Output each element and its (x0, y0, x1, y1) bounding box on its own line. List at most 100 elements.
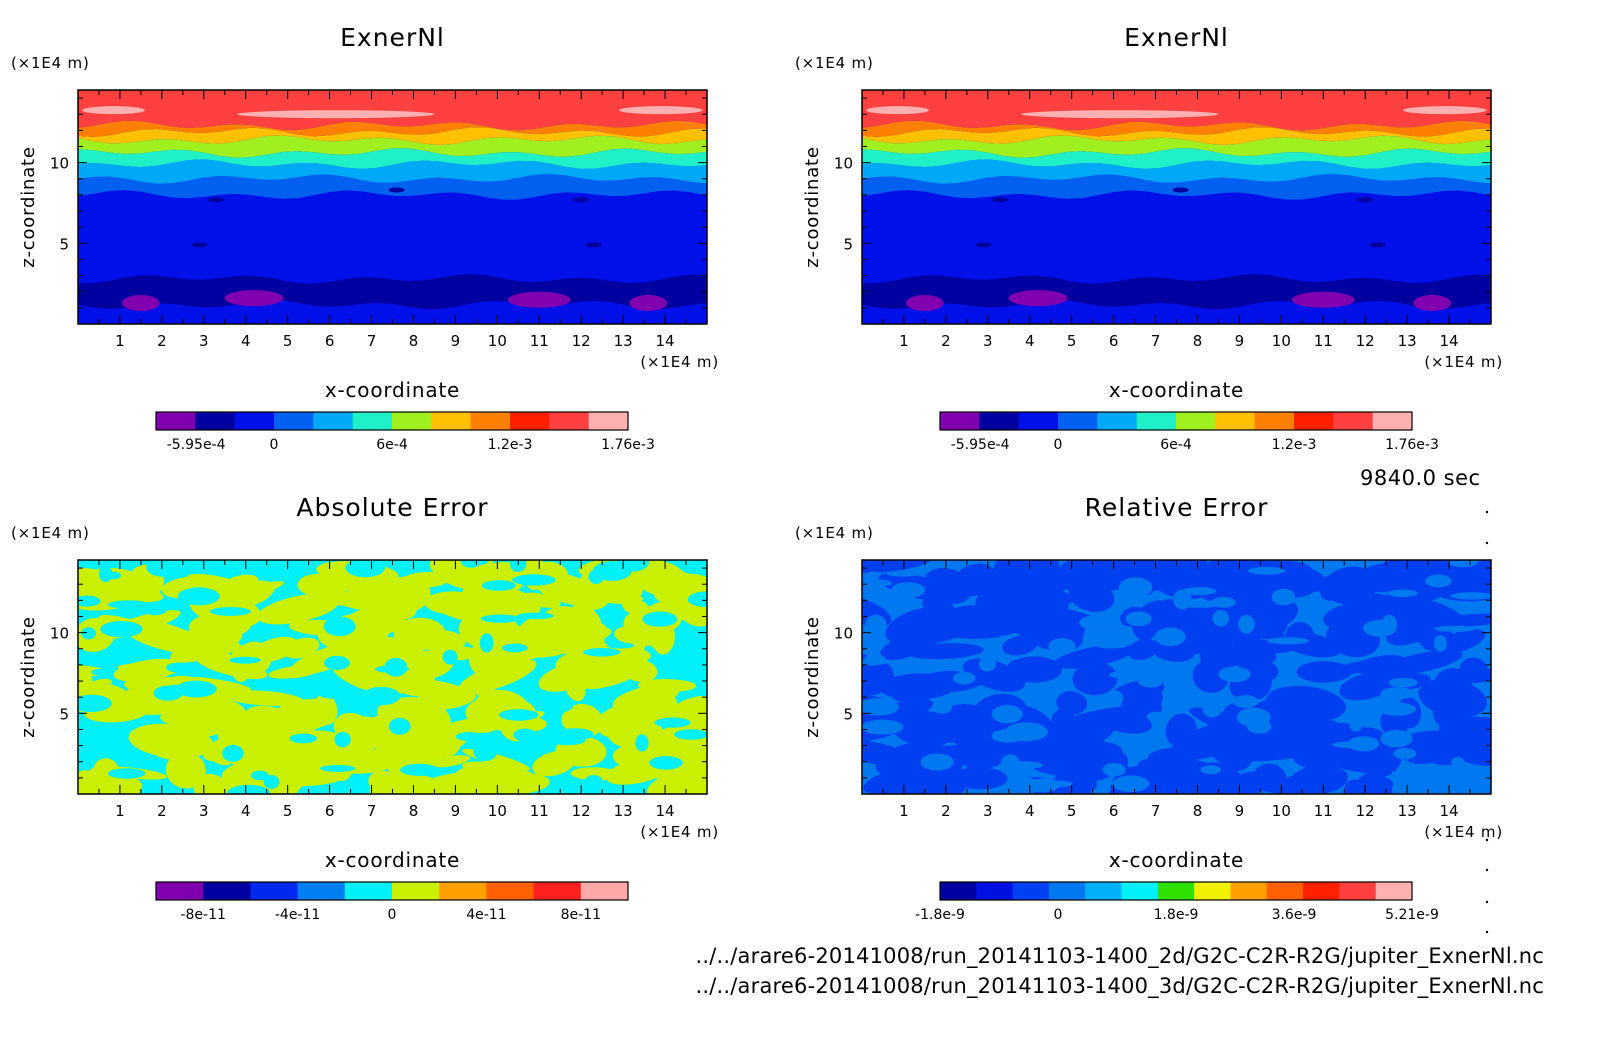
contour-patch (897, 658, 927, 674)
contour-patch (588, 569, 605, 585)
x-tick-label: 14 (656, 332, 675, 350)
x-tick-label: 7 (367, 332, 377, 350)
contour-patch (455, 732, 484, 742)
contour-patch (886, 570, 922, 577)
colorbar-label: 1.8e-9 (1154, 907, 1199, 923)
contour-patch (991, 729, 1026, 743)
contour-patch (429, 755, 471, 768)
colorbar-swatch (486, 882, 535, 900)
contour-patch (107, 600, 150, 609)
x-tick-label: 8 (1193, 332, 1203, 350)
contour-patch (652, 620, 675, 655)
contour-blob (208, 197, 225, 203)
contour-patch (223, 690, 304, 706)
contour-patch (555, 728, 594, 741)
y-axis-label: z-coordinate (802, 146, 823, 268)
contour-patch (891, 582, 926, 598)
contour-band (78, 173, 707, 200)
colorbar-swatch (979, 412, 1020, 430)
x-tick-label: 3 (199, 802, 209, 820)
contour-patch (570, 767, 621, 781)
colorbar: -5.95e-4 0 6e-4 1.2e-3 1.76e-3 (155, 411, 655, 453)
chart-title: Relative Error (1085, 493, 1269, 522)
colorbar-swatch (1157, 882, 1195, 900)
colorbar-swatch (1048, 882, 1086, 900)
colorbar-label: 3.6e-9 (1272, 907, 1317, 923)
contour-patch (1381, 614, 1398, 634)
contour-patch (78, 665, 106, 677)
contour-band (862, 304, 1491, 324)
contour-patch (1170, 614, 1257, 641)
colorbar-swatch (1018, 412, 1059, 430)
x-tick-label: 2 (157, 802, 167, 820)
contour-patch (885, 607, 949, 645)
x-tick-label: 9 (451, 332, 461, 350)
contour-patch (516, 612, 554, 620)
colorbar-swatch (549, 412, 590, 430)
contour-patch (166, 684, 185, 692)
colorbar-swatch (580, 882, 629, 900)
contour-patch (170, 629, 243, 663)
colorbar-swatch (344, 882, 393, 900)
contour-patch (669, 695, 707, 723)
contour-patch (642, 611, 678, 627)
contour-patch (1434, 625, 1476, 632)
contour-patch (674, 729, 707, 740)
colorbar-swatch (1294, 412, 1334, 430)
x-tick-label: 12 (572, 802, 591, 820)
x-tick-label: 5 (283, 332, 293, 350)
contour-highlight (1021, 110, 1219, 119)
contour-patch (1138, 756, 1217, 778)
contour-patch (181, 669, 214, 678)
contour-blob (1413, 295, 1452, 312)
contour-patch (862, 578, 893, 588)
contour-highlight (866, 106, 930, 115)
contour-patch (1118, 577, 1153, 598)
contour-blob (1172, 187, 1189, 193)
contour-patch (1271, 588, 1296, 606)
contour-band (862, 148, 1491, 169)
colorbar-swatch (431, 412, 472, 430)
contour-patch (166, 662, 193, 673)
x-tick-label: 3 (983, 332, 993, 350)
file-path-2d: ../../arare6-20141008/run_20141103-1400_… (695, 944, 1544, 968)
colorbar-swatch (533, 882, 582, 900)
y-tick-label: 5 (59, 235, 69, 253)
contour-patch (1393, 748, 1417, 760)
contour-patch (1146, 711, 1169, 722)
contour-patch (978, 657, 997, 672)
contour-patch (78, 671, 93, 693)
contour-patch (1210, 766, 1234, 794)
contour-patch (513, 728, 538, 742)
colorbar-swatch (1375, 882, 1413, 900)
colorbar-swatch (1194, 882, 1231, 900)
contour-patch (880, 637, 923, 661)
colorbar-swatch (1215, 412, 1256, 430)
contour-patch (1451, 757, 1465, 767)
contour-patch (81, 627, 96, 640)
x-tick-label: 6 (325, 802, 335, 820)
x-tick-label: 12 (572, 332, 591, 350)
contour-patch (1380, 687, 1415, 700)
contour-patch (324, 655, 350, 670)
chart-title: ExnerNl (340, 23, 445, 52)
x-tick-label: 3 (199, 332, 209, 350)
contour-patch (1218, 666, 1251, 683)
contour-patch (323, 616, 356, 637)
x-axis-label: x-coordinate (1109, 378, 1244, 402)
colorbar-frame (155, 411, 629, 431)
x-tick-label: 5 (1067, 332, 1077, 350)
marker-dot (1485, 900, 1489, 904)
colorbar: -8e-11 -4e-11 0 4e-11 8e-11 (155, 881, 629, 923)
colorbar-swatch (1230, 882, 1268, 900)
contour-patch (1002, 635, 1038, 656)
colorbar-label: -5.95e-4 (167, 437, 226, 453)
colorbar-label: 0 (1054, 907, 1063, 923)
contour-patch (1296, 661, 1352, 683)
colorbar-label: 0 (388, 907, 397, 923)
contour-patch (1451, 631, 1473, 646)
contour-patch (865, 614, 887, 634)
x-unit-label: (×1E4 m) (1424, 823, 1503, 841)
